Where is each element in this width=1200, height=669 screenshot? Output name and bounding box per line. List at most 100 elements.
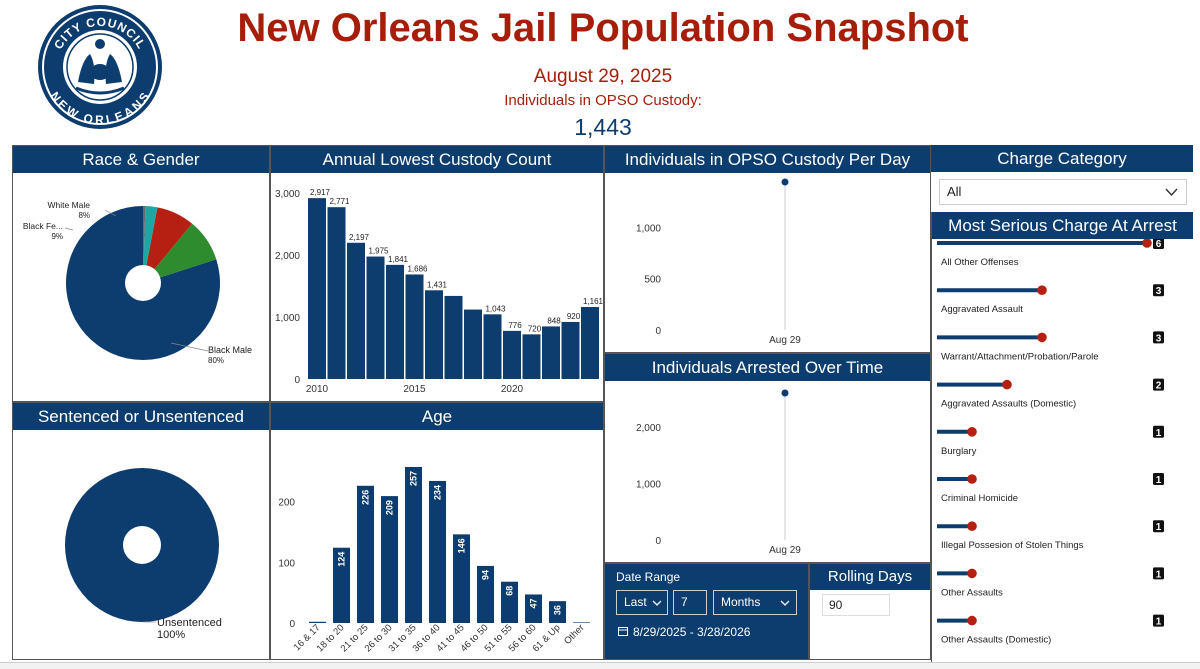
- charge-count-badge: [1153, 378, 1164, 391]
- bar-age-5: [429, 480, 446, 623]
- y-tick: 500: [644, 275, 661, 286]
- bar-label: 1,043: [485, 304, 506, 313]
- legend-white-male-pct: 8%: [78, 211, 90, 220]
- arrested-chart: 0 1,000 2,000 Aug 29: [636, 389, 801, 556]
- charge-dot[interactable]: [1037, 285, 1047, 295]
- bar-age-1: [333, 547, 350, 623]
- legend-unsentenced: Unsentenced: [157, 617, 222, 629]
- data-point[interactable]: [781, 178, 789, 186]
- pie-slice-white-male: [143, 207, 193, 283]
- bar-2022: [542, 326, 560, 379]
- bar-age-11: [573, 622, 590, 623]
- charge-count: 2: [1156, 381, 1162, 392]
- bottom-scrollbar[interactable]: [0, 662, 1200, 669]
- legend-unsentenced-pct: 100%: [157, 629, 185, 641]
- bar-2010: [308, 198, 326, 379]
- charge-count-badge: [1153, 239, 1164, 249]
- bar-label: 1,431: [427, 280, 448, 289]
- race-gender-panel: Race & Gender Black Male 80% White Male …: [12, 145, 270, 402]
- custody-per-day-chart: 0 500 1,000 Aug 29: [636, 178, 801, 346]
- bar-2017: [444, 295, 463, 379]
- bar-label: 234: [433, 485, 443, 500]
- most-serious-charge-title: Most Serious Charge At Arrest: [932, 212, 1193, 239]
- charge-count: 1: [1156, 522, 1162, 533]
- rolling-days-input[interactable]: 90: [822, 594, 890, 616]
- charge-count: 1: [1156, 428, 1162, 439]
- bar-age-4: [405, 466, 422, 623]
- charge-count-badge: [1153, 567, 1164, 580]
- charge-label: Criminal Homicide: [941, 493, 1018, 504]
- y-tick: 2,000: [636, 423, 661, 434]
- bar-age-6: [453, 534, 470, 623]
- bar-label: 2,917: [310, 188, 331, 197]
- date-span: 8/29/2025 - 3/28/2026: [633, 625, 751, 639]
- bar-label: 1,841: [388, 255, 409, 264]
- bar-2016: [425, 290, 443, 379]
- bar-age-2: [357, 485, 374, 623]
- y-tick: 0: [289, 619, 295, 630]
- annual-custody-title: Annual Lowest Custody Count: [271, 146, 603, 173]
- report-date: August 29, 2025: [533, 66, 673, 87]
- y-tick: 0: [655, 326, 661, 337]
- bar-label: 2,771: [329, 197, 350, 206]
- sentenced-panel: Sentenced or Unsentenced Unsentenced 100…: [12, 402, 270, 660]
- bar-age-7: [477, 565, 494, 623]
- y-tick: 100: [278, 558, 295, 569]
- bar-label: 720: [528, 324, 542, 333]
- most-serious-charge-chart: 6 All Other Offenses 3 Aggravated Assault 3 W…: [937, 239, 1164, 646]
- bar-label: 1,975: [368, 247, 389, 256]
- charge-dot[interactable]: [967, 521, 977, 531]
- bar-label: 124: [337, 552, 347, 567]
- charge-count: 1: [1156, 569, 1162, 580]
- legend-black-male: Black Male: [208, 345, 252, 355]
- charge-count: 3: [1156, 286, 1162, 297]
- bar-label: 226: [361, 490, 371, 505]
- bar-label: 209: [385, 500, 395, 515]
- bar-2014: [386, 264, 404, 379]
- age-title: Age: [271, 403, 603, 430]
- legend-black-female: Black Fe...: [23, 221, 63, 231]
- charge-count: 6: [1156, 239, 1162, 250]
- charge-count: 1: [1156, 617, 1162, 628]
- charge-dot[interactable]: [1142, 239, 1152, 248]
- arrested-title: Individuals Arrested Over Time: [605, 354, 930, 381]
- charge-category-panel: Charge Category All: [931, 145, 1193, 213]
- charge-dot[interactable]: [967, 474, 977, 484]
- bar-label: 1,686: [407, 264, 428, 273]
- charge-label: All Other Offenses: [941, 257, 1019, 268]
- y-tick: 0: [655, 536, 661, 547]
- y-tick: 200: [278, 498, 295, 509]
- chevron-down-icon: [652, 600, 662, 606]
- legend-white-male: White Male: [47, 200, 90, 210]
- charge-category-value: All: [947, 184, 962, 199]
- y-tick: 0: [294, 375, 300, 386]
- bar-2021: [522, 334, 541, 379]
- bar-age-8: [501, 581, 518, 623]
- data-point[interactable]: [781, 389, 789, 397]
- charge-dot[interactable]: [967, 615, 977, 626]
- charge-dot[interactable]: [1037, 332, 1047, 343]
- charge-dot[interactable]: [967, 427, 977, 437]
- bar-label: 1,161: [583, 297, 604, 306]
- date-amount-input[interactable]: 7: [673, 590, 707, 615]
- bar-label: 257: [409, 471, 419, 486]
- bar-2023: [561, 321, 580, 379]
- charge-count-badge: [1153, 520, 1164, 533]
- charge-count-badge: [1153, 614, 1164, 627]
- charge-category-dropdown[interactable]: All: [939, 179, 1187, 205]
- charge-label: Warrant/Attachment/Probation/Parole: [941, 351, 1099, 362]
- date-relative-select[interactable]: Last: [616, 590, 668, 615]
- date-unit-select[interactable]: Months: [713, 590, 797, 615]
- legend-black-female-pct: 9%: [51, 232, 63, 241]
- bar-2024: [581, 307, 599, 379]
- calendar-icon[interactable]: [618, 626, 628, 636]
- pie-slice-other-1: [143, 206, 158, 283]
- y-tick: 1,000: [636, 479, 661, 490]
- charge-dot[interactable]: [1002, 379, 1012, 390]
- bar-label: 146: [457, 538, 467, 553]
- charge-dot[interactable]: [967, 568, 977, 579]
- race-gender-title: Race & Gender: [13, 146, 269, 173]
- charge-label: Burglary: [941, 446, 977, 457]
- bar-2018: [464, 309, 482, 379]
